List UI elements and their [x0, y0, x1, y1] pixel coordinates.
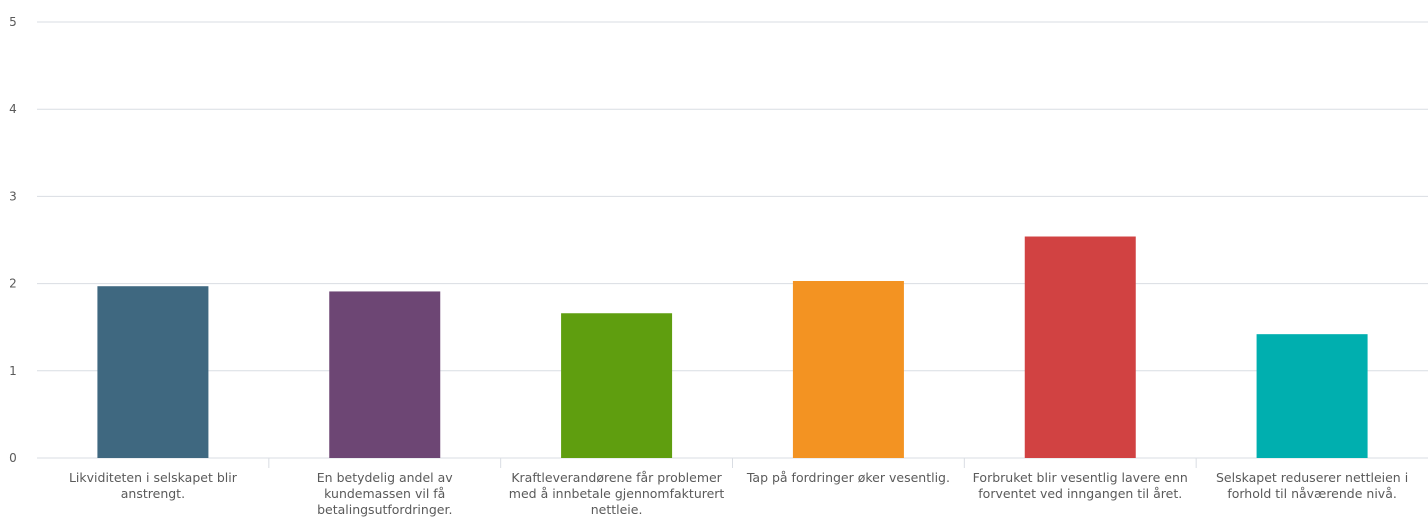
y-tick-label: 3 [9, 189, 17, 203]
bar [97, 286, 209, 458]
y-tick-label: 2 [9, 277, 17, 291]
x-tick-label: Kraftleverandørene får problemer med å in… [509, 470, 725, 517]
x-tick-label-line: anstrengt. [121, 486, 185, 501]
x-tick-label: Likviditeten i selskapet blir anstrengt. [69, 470, 238, 501]
bar [792, 280, 904, 458]
x-tick-label-line: betalingsutfordringer. [317, 502, 452, 517]
x-tick-label-line: forhold til nåværende nivå. [1227, 486, 1397, 501]
x-tick-label-line: Kraftleverandørene får problemer [511, 470, 722, 485]
bar [329, 291, 441, 458]
x-tick-label-line: forventet ved inngangen til året. [978, 486, 1182, 501]
x-tick-label-line: En betydelig andel av [317, 470, 454, 485]
x-tick-label: En betydelig andel av kundemassen vil få b… [317, 470, 454, 517]
y-tick-label: 5 [9, 15, 17, 29]
x-tick-label-line: Tap på fordringer øker vesentlig. [746, 470, 950, 485]
x-tick-label-line: kundemassen vil få [324, 486, 445, 501]
bar [561, 313, 673, 458]
x-tick-label-line: Forbruket blir vesentlig lavere enn [973, 470, 1188, 485]
x-tick-label: Forbruket blir vesentlig lavere enn forve… [973, 470, 1188, 501]
bar [1256, 334, 1368, 458]
y-tick-label: 4 [9, 102, 17, 116]
x-tick-label-line: Selskapet reduserer nettleien i [1216, 470, 1408, 485]
x-tick-label: Selskapet reduserer nettleien i forhold t… [1216, 470, 1408, 501]
y-tick-label: 0 [9, 451, 17, 465]
x-tick-label-line: nettleie. [591, 502, 643, 517]
bar [1024, 236, 1136, 458]
y-tick-label: 1 [9, 364, 17, 378]
x-tick-label: Tap på fordringer øker vesentlig. [746, 470, 950, 485]
x-tick-label-line: med å innbetale gjennomfakturert [509, 486, 725, 501]
x-tick-label-line: Likviditeten i selskapet blir [69, 470, 238, 485]
